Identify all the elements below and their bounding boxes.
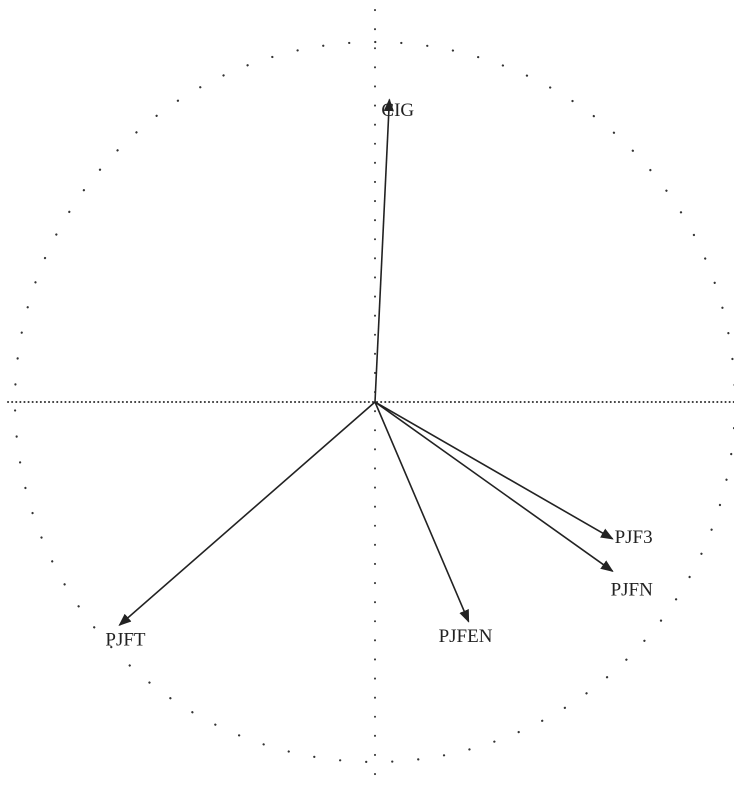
variable-label: PJFN — [611, 580, 654, 601]
loading-arrow — [118, 401, 376, 627]
variable-label: PJF3 — [615, 527, 653, 548]
loading-arrow — [374, 401, 470, 623]
loading-arrow — [374, 401, 614, 540]
variable-label: CIG — [381, 100, 414, 121]
loading-arrow — [374, 401, 614, 572]
unit-circle — [14, 41, 734, 763]
variable-label: PJFT — [105, 630, 146, 651]
loading-arrow — [374, 98, 394, 403]
variable-label: PJFEN — [439, 626, 493, 647]
